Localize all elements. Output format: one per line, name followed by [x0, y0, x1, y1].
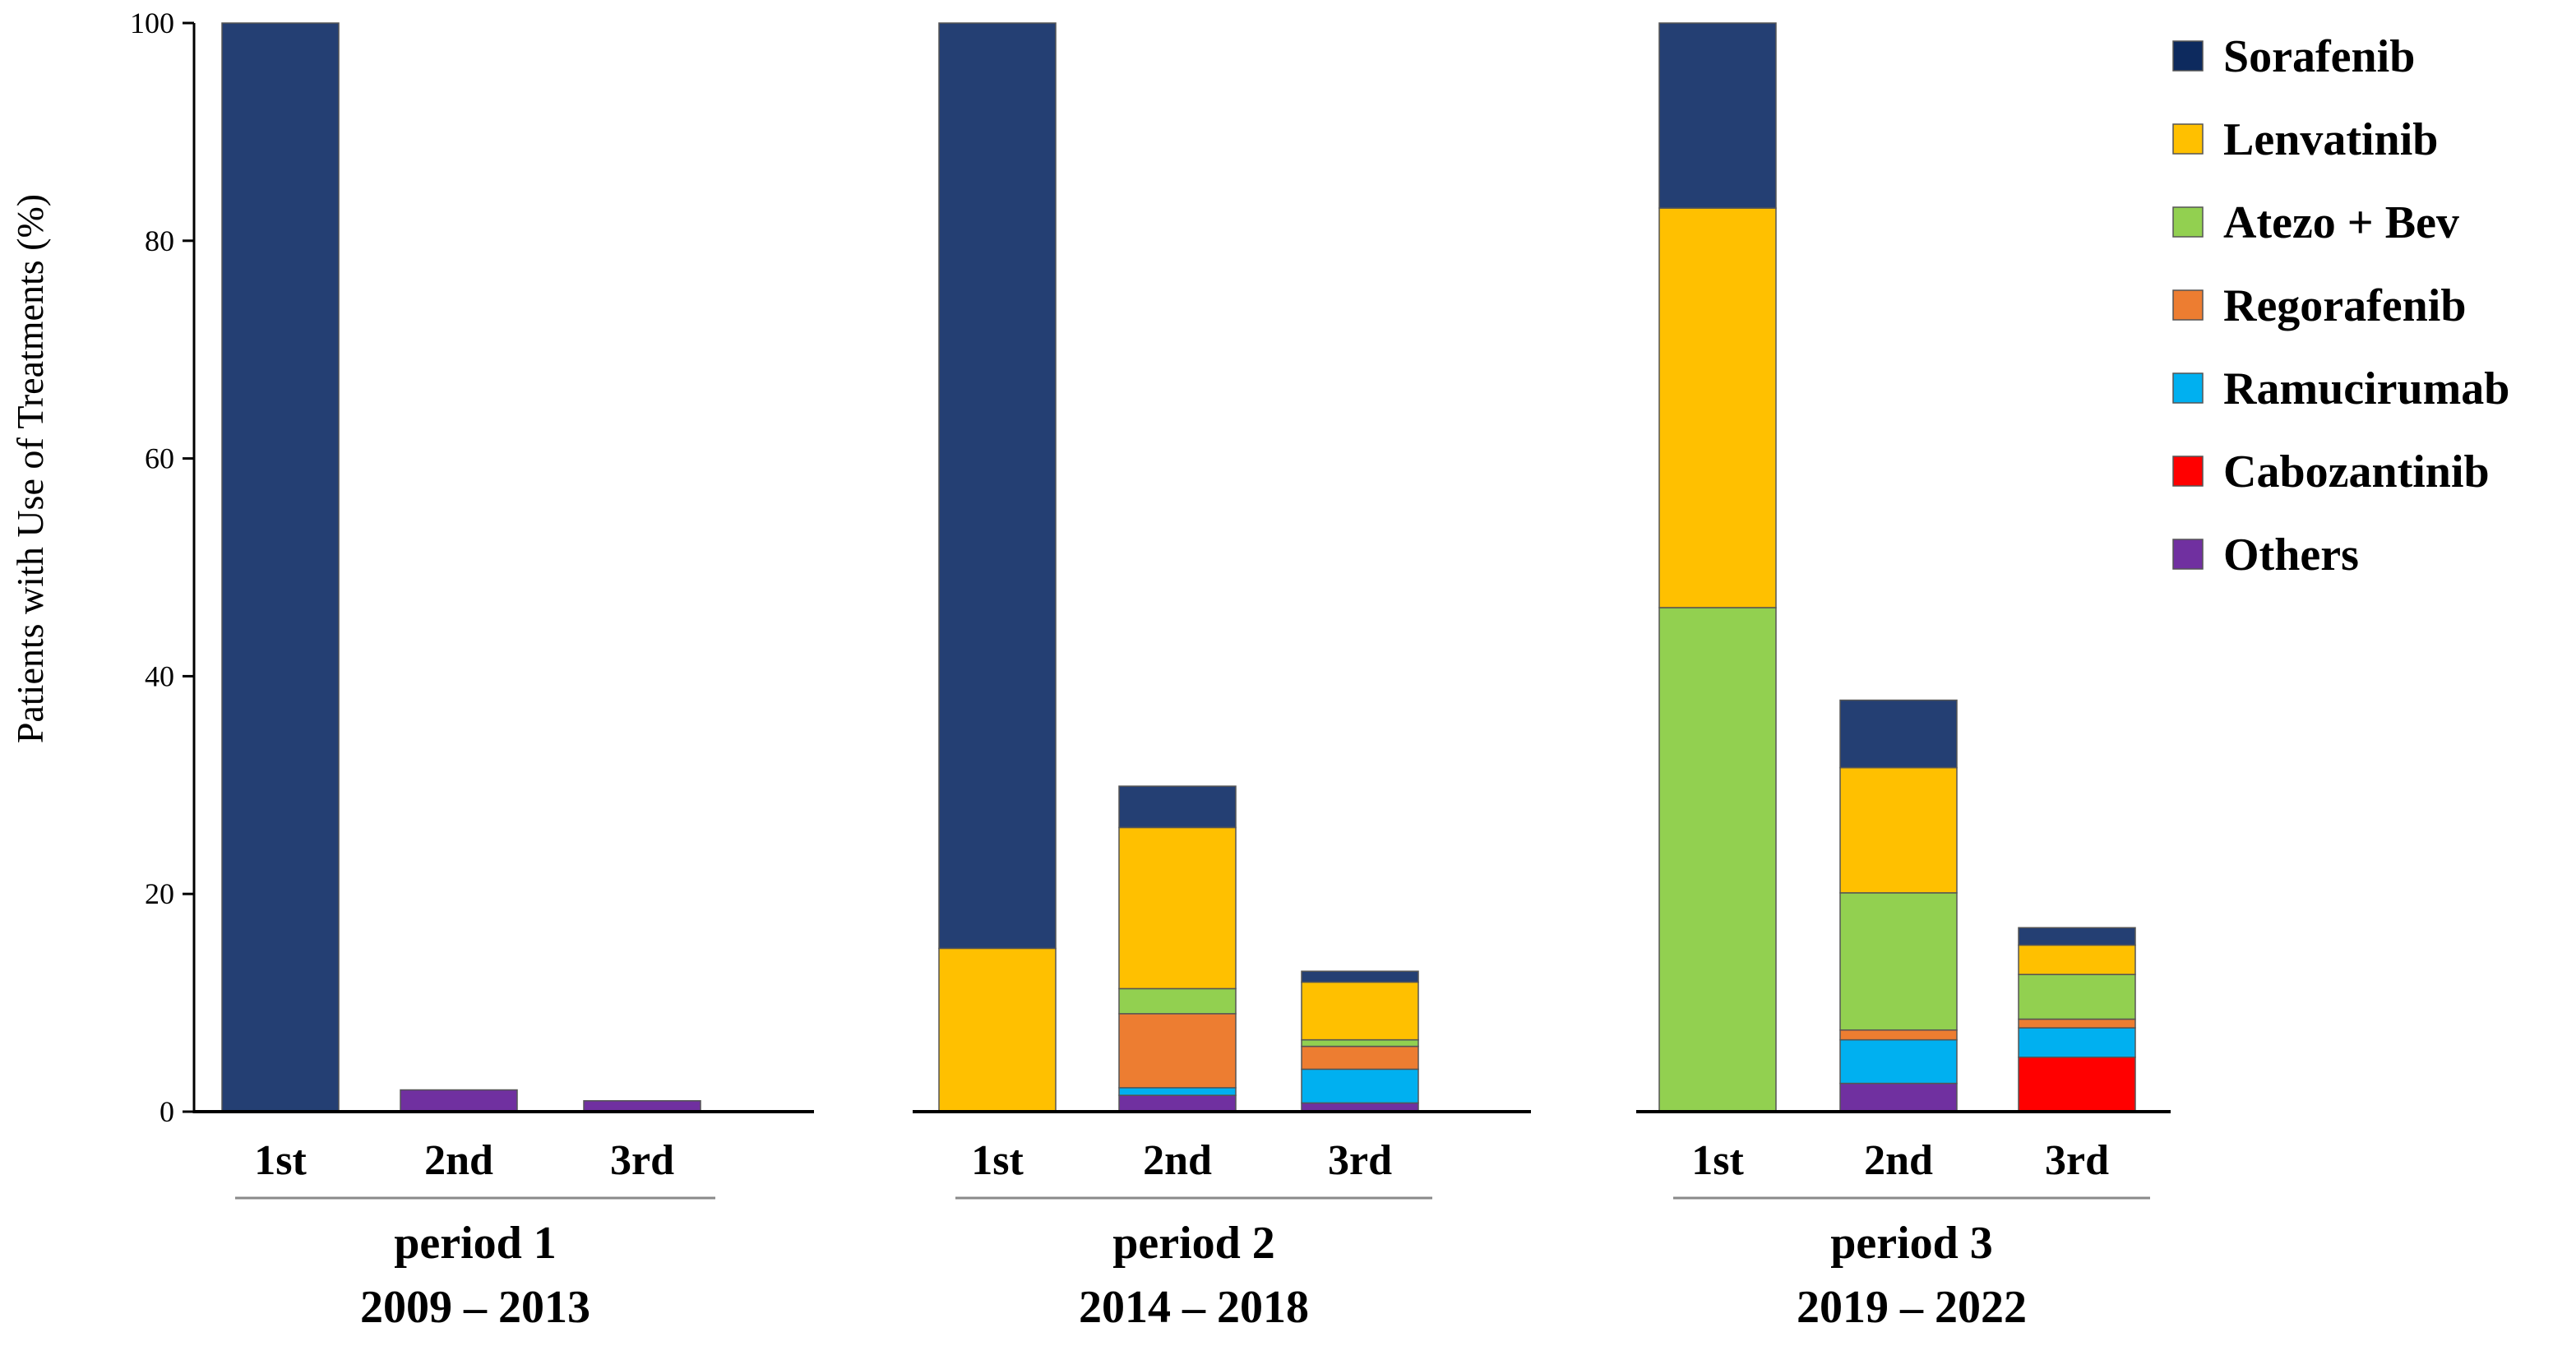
x-tick-label: 1st: [971, 1137, 1024, 1184]
y-axis: 0 20 40 60 80 100: [130, 7, 196, 1128]
bar-segment-atezo-bev: [1301, 1038, 1419, 1048]
bar-segment-sorafenib: [1658, 22, 1777, 209]
y-tick-label: 0: [160, 1095, 174, 1128]
y-tick-label: 40: [145, 659, 174, 692]
group-range: 2014 – 2018: [1079, 1282, 1309, 1333]
x-tick-label: 3rd: [2045, 1137, 2109, 1184]
bar-segment-atezo-bev: [1118, 988, 1237, 1015]
bar-segment-ramucirumab: [1118, 1087, 1237, 1096]
x-tick-label: 3rd: [610, 1137, 674, 1184]
legend-label: Lenvatinib: [2223, 114, 2438, 165]
bar-segment-regorafenib: [2018, 1018, 2136, 1029]
x-axis: 1st 2nd 3rd 1st 2nd 3rd 1st 2nd 3rd period 1 2009 …: [194, 1110, 2171, 1333]
bar-segment-ramucirumab: [2018, 1027, 2136, 1058]
x-tick-label: 1st: [254, 1137, 307, 1184]
legend-label: Regorafenib: [2223, 280, 2467, 331]
bar-segment-sorafenib: [1301, 970, 1419, 983]
bar-segment-sorafenib: [938, 22, 1057, 950]
legend-swatch: [2172, 456, 2204, 487]
bar-segment-lenvatinib: [1118, 826, 1237, 990]
bar-segment-ramucirumab: [1839, 1038, 1958, 1085]
bar-segment-sorafenib: [221, 22, 340, 1112]
bar-segment-lenvatinib: [1658, 207, 1777, 608]
bar-segment-atezo-bev: [2018, 974, 2136, 1020]
legend-swatch: [2172, 123, 2204, 155]
bar-segment-others: [1839, 1082, 1958, 1112]
y-axis-label: Patients with Use of Treatments (%): [9, 194, 51, 743]
legend-label: Sorafenib: [2223, 31, 2415, 82]
bar-segment-sorafenib: [1118, 785, 1237, 829]
legend-label: Ramucirumab: [2223, 363, 2509, 414]
bar-segment-regorafenib: [1839, 1029, 1958, 1041]
bars: [221, 22, 2136, 1112]
x-tick-label: 3rd: [1328, 1137, 1392, 1184]
x-tick-label: 1st: [1691, 1137, 1744, 1184]
bar-segment-regorafenib: [1301, 1045, 1419, 1071]
legend-swatch: [2172, 289, 2204, 321]
bar-segment-ramucirumab: [1301, 1068, 1419, 1104]
bar-segment-cabozantinib: [2018, 1057, 2136, 1112]
x-tick-label: 2nd: [1864, 1137, 1933, 1184]
legend-label: Cabozantinib: [2223, 446, 2490, 497]
bar-segment-lenvatinib: [1301, 981, 1419, 1041]
legend-swatch: [2172, 206, 2204, 238]
bar-segment-lenvatinib: [2018, 944, 2136, 975]
legend-label: Atezo + Bev: [2223, 197, 2459, 248]
group-range: 2009 – 2013: [360, 1282, 590, 1333]
legend: Sorafenib Lenvatinib Atezo + Bev Regorafeni…: [2172, 31, 2509, 580]
legend-swatch: [2172, 539, 2204, 570]
bar-segment-lenvatinib: [1839, 766, 1958, 894]
bar-segment-sorafenib: [2018, 927, 2136, 946]
y-tick-label: 20: [145, 877, 174, 910]
group-name: period 1: [394, 1218, 557, 1269]
group-range: 2019 – 2022: [1797, 1282, 2027, 1333]
legend-swatch: [2172, 40, 2204, 72]
group-name: period 3: [1830, 1218, 1993, 1269]
y-tick-label: 60: [145, 442, 174, 475]
bar-segment-lenvatinib: [938, 947, 1057, 1112]
bar-segment-sorafenib: [1839, 699, 1958, 769]
y-tick-label: 100: [130, 7, 174, 39]
bar-segment-atezo-bev: [1658, 607, 1777, 1112]
legend-label: Others: [2223, 530, 2359, 580]
bar-segment-regorafenib: [1118, 1013, 1237, 1089]
bar-segment-others: [1118, 1094, 1237, 1112]
x-tick-label: 2nd: [424, 1137, 493, 1184]
x-tick-label: 2nd: [1143, 1137, 1212, 1184]
group-name: period 2: [1112, 1218, 1275, 1269]
legend-swatch: [2172, 372, 2204, 404]
y-tick-label: 80: [145, 224, 174, 257]
bar-segment-atezo-bev: [1839, 892, 1958, 1031]
bar-segment-others: [400, 1089, 518, 1112]
